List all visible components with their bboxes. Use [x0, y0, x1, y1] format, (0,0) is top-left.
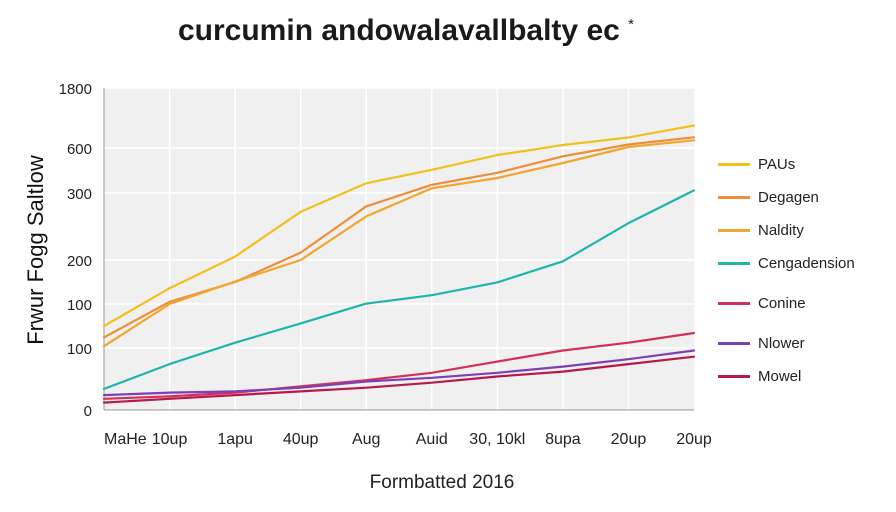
legend-label: Cengadension [758, 254, 855, 272]
legend-swatch [718, 162, 750, 166]
x-tick-label: 8upa [545, 431, 581, 448]
series-line-nlower [102, 349, 696, 397]
legend-swatch [718, 341, 750, 345]
legend-label: Naldity [758, 221, 804, 239]
series-line-conine [102, 331, 696, 400]
title-superscript: * [628, 16, 634, 33]
legend-swatch [718, 301, 750, 305]
legend: PAUs Degagen Naldity Cengadension Conine Nlow… [718, 0, 896, 512]
chart-title: curcumin andowalavallbalty ec * [177, 14, 634, 47]
x-tick-label: 40up [283, 431, 319, 448]
legend-label: PAUs [758, 155, 796, 173]
legend-item-conine: Conine [718, 293, 806, 313]
y-tick-label: 200 [67, 253, 92, 270]
y-tick-label: 600 [67, 141, 92, 158]
legend-label: Nlower [758, 334, 805, 352]
y-tick-label: 100 [67, 341, 92, 358]
series-line-cengadension [102, 189, 696, 390]
x-tick-label: 10up [152, 431, 188, 448]
x-tick-label: Aug [352, 431, 380, 448]
series-line-paus [102, 124, 696, 328]
legend-label: Degagen [758, 188, 819, 206]
legend-label: Conine [758, 294, 806, 312]
legend-swatch [718, 261, 750, 265]
x-axis-label: Formbatted 2016 [369, 472, 515, 493]
legend-item-naldity: Naldity [718, 220, 804, 240]
legend-item-mowel: Mowel [718, 366, 801, 386]
series-line-mowel [102, 355, 696, 404]
legend-item-degagen: Degagen [718, 187, 819, 207]
x-tick-label: 1apu [217, 431, 253, 448]
x-tick-label: 30, 10kl [469, 431, 525, 448]
legend-swatch [718, 374, 750, 378]
y-tick-label: 0 [84, 403, 92, 420]
legend-item-paus: PAUs [718, 154, 795, 174]
legend-item-nlower: Nlower [718, 333, 805, 353]
x-tick-label: 20up [676, 431, 712, 448]
x-tick-label: 20up [611, 431, 647, 448]
legend-item-cengadension: Cengadension [718, 253, 855, 273]
legend-swatch [718, 195, 750, 199]
x-tick-label: MaHe [104, 431, 147, 448]
y-tick-label: 300 [67, 186, 92, 203]
legend-label: Mowel [758, 367, 802, 385]
y-tick-label: 1800 [59, 81, 92, 98]
y-tick-label: 100 [67, 297, 92, 314]
x-tick-label: Auid [416, 431, 448, 448]
series-line-naldity [102, 139, 696, 348]
legend-swatch [718, 228, 750, 232]
